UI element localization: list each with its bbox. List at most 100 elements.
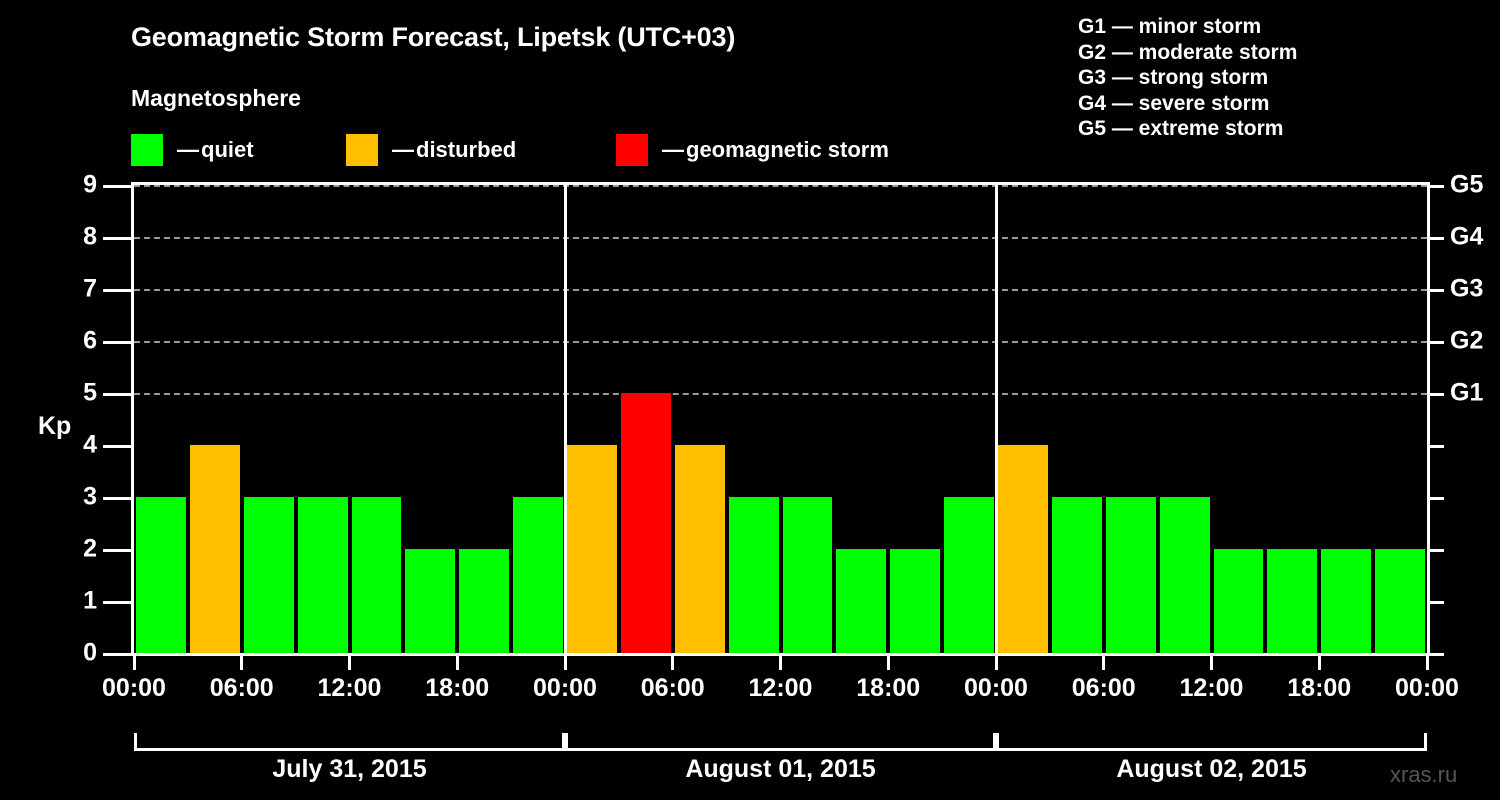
g-axis-label-g5: G5 xyxy=(1450,170,1484,199)
y-tick-label-1: 1 xyxy=(83,586,97,615)
y-tick-8 xyxy=(103,237,131,240)
y-tick-label-4: 4 xyxy=(83,430,97,459)
gridline-kp-9 xyxy=(134,185,1427,187)
legend-label-quiet: quiet xyxy=(201,137,254,162)
legend-swatch-quiet xyxy=(131,134,163,166)
bar-kp xyxy=(1051,497,1102,653)
plot-inner xyxy=(134,185,1427,653)
x-tick-label-3: 18:00 xyxy=(425,674,490,702)
g-tick-kp-3 xyxy=(1430,497,1444,500)
bar-kp xyxy=(513,497,563,653)
day-bracket xyxy=(996,733,1427,751)
x-tick-label-2: 12:00 xyxy=(317,674,382,702)
x-tick-0 xyxy=(132,656,136,670)
legend-dash-icon: — xyxy=(662,137,684,162)
g-legend-row-g5: G5 — extreme storm xyxy=(1078,117,1284,140)
x-tick-label-4: 00:00 xyxy=(533,674,597,702)
legend-label-geomagnetic-storm: geomagnetic storm xyxy=(686,137,889,162)
x-tick-8 xyxy=(994,656,998,670)
bar-kp xyxy=(567,445,617,653)
bar-kp xyxy=(674,445,725,653)
g-tick-kp-0 xyxy=(1430,653,1444,656)
g-tick-kp-5 xyxy=(1430,393,1444,396)
y-tick-label-0: 0 xyxy=(83,638,97,667)
x-tick-label-11: 18:00 xyxy=(1287,674,1352,702)
bar-kp xyxy=(189,445,240,653)
y-tick-label-8: 8 xyxy=(83,222,97,251)
gridline-kp-7 xyxy=(134,289,1427,291)
page-title: Geomagnetic Storm Forecast, Lipetsk (UTC… xyxy=(131,22,736,52)
day-bracket-group: July 31, 2015 August 01, 2015 August 02, 2… xyxy=(131,733,1430,793)
legend-label-disturbed: disturbed xyxy=(416,137,517,162)
bar-kp xyxy=(1267,549,1318,653)
g-legend-row-g3: G3 — strong storm xyxy=(1078,66,1269,89)
bar-kp xyxy=(297,497,348,653)
bar-kp xyxy=(944,497,994,653)
g-tick-kp-9 xyxy=(1430,185,1444,188)
day-label: August 01, 2015 xyxy=(685,755,876,783)
x-tick-label-8: 00:00 xyxy=(964,674,1028,702)
x-tick-9 xyxy=(1102,656,1106,670)
legend-swatch-disturbed xyxy=(346,134,378,166)
legend-entry-quiet: — quiet xyxy=(131,134,254,166)
bar-kp xyxy=(459,549,510,653)
bar-kp xyxy=(998,445,1048,653)
g-tick-kp-1 xyxy=(1430,601,1444,604)
x-axis-time: 00:00 06:00 12:00 18:00 00:00 06:00 12:00 18:00… xyxy=(102,656,1459,726)
legend-swatch-geomagnetic-storm xyxy=(616,134,648,166)
x-tick-1 xyxy=(240,656,244,670)
x-tick-3 xyxy=(455,656,459,670)
y-tick-label-6: 6 xyxy=(83,326,97,355)
y-tick-label-3: 3 xyxy=(83,482,97,511)
y-tick-0 xyxy=(103,653,131,656)
day-bracket xyxy=(134,733,565,751)
x-tick-label-1: 06:00 xyxy=(209,674,274,702)
x-tick-11 xyxy=(1317,656,1321,670)
g-axis-label-g3: G3 xyxy=(1450,274,1484,303)
y-tick-7 xyxy=(103,289,131,292)
bar-kp xyxy=(1321,549,1372,653)
x-tick-label-10: 12:00 xyxy=(1179,674,1244,702)
day-bracket xyxy=(565,733,996,751)
bars-layer xyxy=(134,185,1427,653)
bar-kp xyxy=(1105,497,1156,653)
x-tick-12 xyxy=(1425,656,1429,670)
x-tick-label-7: 18:00 xyxy=(856,674,921,702)
x-tick-label-0: 00:00 xyxy=(102,674,166,702)
x-tick-6 xyxy=(779,656,782,670)
x-tick-10 xyxy=(1210,656,1213,670)
x-tick-label-5: 06:00 xyxy=(640,674,705,702)
bar-kp xyxy=(890,549,941,653)
day-label: August 02, 2015 xyxy=(1116,755,1307,783)
g-legend-row-g4: G4 — severe storm xyxy=(1078,91,1270,115)
g-axis-label-g2: G2 xyxy=(1450,326,1484,355)
bar-kp xyxy=(136,497,186,653)
plot-area xyxy=(131,182,1430,656)
y-tick-label-7: 7 xyxy=(83,274,97,303)
g-tick-kp-2 xyxy=(1430,549,1444,552)
y-tick-label-2: 2 xyxy=(83,534,97,563)
legend-dash-icon: — xyxy=(392,137,414,162)
g-tick-kp-6 xyxy=(1430,341,1444,344)
g-axis-label-g4: G4 xyxy=(1450,222,1484,251)
bar-kp xyxy=(728,497,779,653)
y-tick-2 xyxy=(103,549,131,552)
y-tick-4 xyxy=(103,445,131,448)
x-tick-7 xyxy=(886,656,890,670)
g-tick-kp-7 xyxy=(1430,289,1444,292)
y-axis-title: Kp xyxy=(38,412,72,440)
legend-entry-geomagnetic-storm: — geomagnetic storm xyxy=(616,134,889,166)
magnetosphere-section-label: Magnetosphere xyxy=(131,85,301,111)
y-tick-1 xyxy=(103,601,131,604)
y-tick-6 xyxy=(103,341,131,344)
g-scale-legend: G1 — minor storm G2 — moderate storm G3 — … xyxy=(1078,14,1297,142)
day-label: July 31, 2015 xyxy=(272,755,427,783)
y-tick-label-9: 9 xyxy=(83,170,97,199)
g-legend-row-g1: G1 — minor storm xyxy=(1078,15,1262,38)
bar-kp xyxy=(1375,549,1425,653)
bar-kp xyxy=(351,497,402,653)
bar-kp xyxy=(1213,549,1264,653)
y-tick-label-5: 5 xyxy=(83,378,97,407)
color-legend: — quiet — disturbed — geomagnetic storm xyxy=(131,132,1031,168)
